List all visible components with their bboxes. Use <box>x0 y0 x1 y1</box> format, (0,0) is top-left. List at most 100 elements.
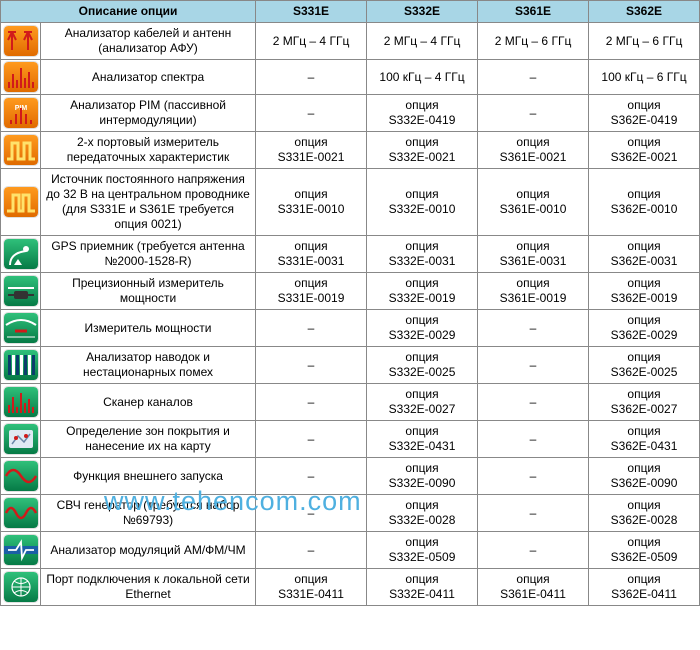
option-value: опцияS361E-0411 <box>478 569 589 606</box>
option-description: Порт подключения к локальной сети Ethern… <box>41 569 256 606</box>
header-model-3: S362E <box>589 1 700 23</box>
option-value: – <box>478 421 589 458</box>
option-value: – <box>478 532 589 569</box>
option-value: опцияS332E-0411 <box>367 569 478 606</box>
options-table: Описание опции S331E S332E S361E S362E А… <box>0 0 700 606</box>
option-value: – <box>256 421 367 458</box>
option-description: GPS приемник (требуется антенна №2000-15… <box>41 236 256 273</box>
spectrum-icon <box>1 60 41 95</box>
dc-icon <box>1 169 41 236</box>
table-row: Определение зон покрытия и нанесение их … <box>1 421 700 458</box>
option-description: Источник постоянного напряжения до 32 В … <box>41 169 256 236</box>
option-value: опцияS332E-0028 <box>367 495 478 532</box>
table-row: Анализатор спектра–100 кГц – 4 ГГц–100 к… <box>1 60 700 95</box>
table-row: Источник постоянного напряжения до 32 В … <box>1 169 700 236</box>
option-value: – <box>478 347 589 384</box>
option-value: опцияS361E-0021 <box>478 132 589 169</box>
option-value: 2 МГц – 6 ГГц <box>589 23 700 60</box>
antenna-icon <box>1 23 41 60</box>
header-model-1: S332E <box>367 1 478 23</box>
option-value: – <box>256 347 367 384</box>
option-description: Анализатор спектра <box>41 60 256 95</box>
header-desc: Описание опции <box>1 1 256 23</box>
option-value: опцияS332E-0010 <box>367 169 478 236</box>
option-value: – <box>478 384 589 421</box>
option-value: опцияS362E-0031 <box>589 236 700 273</box>
table-row: PIM Анализатор PIM (пассивной интермодул… <box>1 95 700 132</box>
option-value: опцияS332E-0029 <box>367 310 478 347</box>
option-value: опцияS332E-0431 <box>367 421 478 458</box>
option-value: опцияS362E-0025 <box>589 347 700 384</box>
option-value: – <box>478 95 589 132</box>
table-row: Анализатор модуляций АМ/ФМ/ЧМ–опцияS332E… <box>1 532 700 569</box>
table-header-row: Описание опции S331E S332E S361E S362E <box>1 1 700 23</box>
option-value: опцияS331E-0019 <box>256 273 367 310</box>
option-value: опцияS362E-0027 <box>589 384 700 421</box>
table-row: Измеритель мощности–опцияS332E-0029–опци… <box>1 310 700 347</box>
option-value: 2 МГц – 6 ГГц <box>478 23 589 60</box>
option-description: СВЧ генератор (требуется набор №69793) <box>41 495 256 532</box>
option-value: 100 кГц – 4 ГГц <box>367 60 478 95</box>
option-value: опцияS331E-0010 <box>256 169 367 236</box>
option-description: Определение зон покрытия и нанесение их … <box>41 421 256 458</box>
option-value: – <box>256 95 367 132</box>
gps-icon <box>1 236 41 273</box>
option-value: – <box>256 310 367 347</box>
option-description: Анализатор модуляций АМ/ФМ/ЧМ <box>41 532 256 569</box>
coverage-icon <box>1 421 41 458</box>
ethernet-icon <box>1 569 41 606</box>
option-value: 2 МГц – 4 ГГц <box>367 23 478 60</box>
option-description: Анализатор кабелей и антенн (анализатор … <box>41 23 256 60</box>
option-value: 2 МГц – 4 ГГц <box>256 23 367 60</box>
rfgen-icon <box>1 495 41 532</box>
table-row: Анализатор наводок и нестационарных поме… <box>1 347 700 384</box>
option-value: опцияS362E-0019 <box>589 273 700 310</box>
option-value: опцияS362E-0029 <box>589 310 700 347</box>
interference-icon <box>1 347 41 384</box>
option-value: опцияS332E-0025 <box>367 347 478 384</box>
table-row: СВЧ генератор (требуется набор №69793)–о… <box>1 495 700 532</box>
table-container: { "colors": { "header_bg": "#a8d6e6", "b… <box>0 0 700 650</box>
table-row: 2-х портовый измеритель передаточных хар… <box>1 132 700 169</box>
option-description: Анализатор PIM (пассивной интермодуляции… <box>41 95 256 132</box>
option-value: опцияS332E-0021 <box>367 132 478 169</box>
table-row: Сканер каналов–опцияS332E-0027–опцияS362… <box>1 384 700 421</box>
option-value: опцияS332E-0031 <box>367 236 478 273</box>
option-value: – <box>256 495 367 532</box>
precision-icon <box>1 273 41 310</box>
option-value: опцияS332E-0019 <box>367 273 478 310</box>
table-row: GPS приемник (требуется антенна №2000-15… <box>1 236 700 273</box>
amfm-icon <box>1 532 41 569</box>
table-row: Анализатор кабелей и антенн (анализатор … <box>1 23 700 60</box>
option-description: Сканер каналов <box>41 384 256 421</box>
option-value: – <box>478 458 589 495</box>
option-value: – <box>478 310 589 347</box>
option-value: опцияS362E-0090 <box>589 458 700 495</box>
pim-icon: PIM <box>1 95 41 132</box>
option-value: опцияS362E-0509 <box>589 532 700 569</box>
option-value: опцияS362E-0028 <box>589 495 700 532</box>
option-value: опцияS362E-0021 <box>589 132 700 169</box>
option-description: Анализатор наводок и нестационарных поме… <box>41 347 256 384</box>
option-description: Измеритель мощности <box>41 310 256 347</box>
option-value: опцияS331E-0411 <box>256 569 367 606</box>
option-value: опцияS332E-0090 <box>367 458 478 495</box>
option-description: Прецизионный измеритель мощности <box>41 273 256 310</box>
scanner-icon <box>1 384 41 421</box>
table-row: Порт подключения к локальной сети Ethern… <box>1 569 700 606</box>
option-value: – <box>256 384 367 421</box>
option-value: опцияS362E-0419 <box>589 95 700 132</box>
power-icon <box>1 310 41 347</box>
table-row: Функция внешнего запуска–опцияS332E-0090… <box>1 458 700 495</box>
option-value: – <box>256 458 367 495</box>
table-row: Прецизионный измеритель мощностиопцияS33… <box>1 273 700 310</box>
twoport-icon <box>1 132 41 169</box>
option-value: – <box>256 532 367 569</box>
option-description: 2-х портовый измеритель передаточных хар… <box>41 132 256 169</box>
option-value: – <box>478 60 589 95</box>
option-value: опцияS362E-0431 <box>589 421 700 458</box>
option-value: опцияS332E-0509 <box>367 532 478 569</box>
option-value: опцияS361E-0010 <box>478 169 589 236</box>
option-value: опцияS332E-0027 <box>367 384 478 421</box>
trigger-icon <box>1 458 41 495</box>
